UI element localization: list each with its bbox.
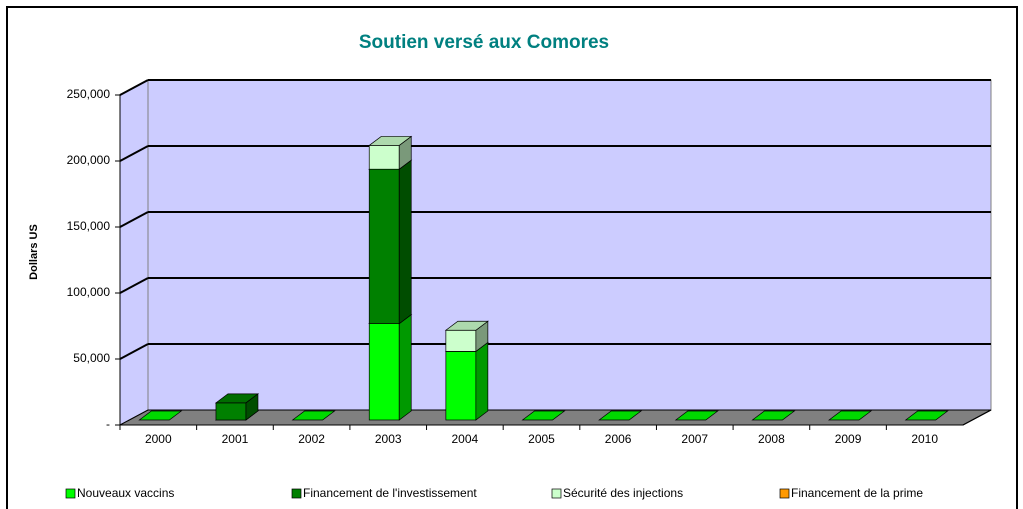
x-tick-label: 2000 xyxy=(145,432,172,446)
grid-line-side xyxy=(119,343,149,360)
legend-swatch xyxy=(779,488,790,499)
bar-side xyxy=(398,313,412,421)
bar-top xyxy=(751,410,796,421)
side-wall xyxy=(119,79,149,426)
grid-line-side xyxy=(119,79,149,96)
bar-top xyxy=(674,410,719,421)
bar-front xyxy=(368,323,400,421)
x-tick-label: 2010 xyxy=(911,432,938,446)
grid-line-side xyxy=(119,145,149,162)
x-axis-depth xyxy=(962,409,992,426)
x-tick-label: 2002 xyxy=(298,432,325,446)
bar-side xyxy=(398,159,412,325)
legend-label: Financement de la prime xyxy=(791,486,923,500)
x-tick-label: 2006 xyxy=(605,432,632,446)
legend-label: Sécurité des injections xyxy=(563,486,683,500)
x-tick-label: 2005 xyxy=(528,432,555,446)
grid-line-side xyxy=(119,211,149,228)
y-tick-label: 200,000 xyxy=(67,153,111,167)
legend-swatch xyxy=(65,488,76,499)
y-tick-label: 150,000 xyxy=(67,219,111,233)
legend-swatch xyxy=(291,488,302,499)
bar-front xyxy=(445,351,477,421)
bar-top xyxy=(521,410,566,421)
bar-side xyxy=(475,341,489,421)
bar-front xyxy=(445,329,477,352)
bar-top xyxy=(904,410,949,421)
y-tick-label: - xyxy=(106,417,110,431)
y-tick-label: 100,000 xyxy=(67,285,111,299)
x-tick-label: 2009 xyxy=(835,432,862,446)
bar-front xyxy=(368,145,400,170)
y-axis-label: Dollars US xyxy=(28,224,40,280)
bar-top xyxy=(368,136,413,146)
bar-front xyxy=(368,168,400,324)
legend-label: Nouveaux vaccins xyxy=(77,486,174,500)
x-tick-label: 2007 xyxy=(681,432,708,446)
legend-label: Financement de l'investissement xyxy=(303,486,477,500)
bar-top xyxy=(138,410,183,421)
y-tick-label: 50,000 xyxy=(73,351,110,365)
grid-line-side xyxy=(119,277,149,294)
y-tick-label: 250,000 xyxy=(67,87,111,101)
bar-top xyxy=(444,320,489,331)
x-tick-label: 2003 xyxy=(375,432,402,446)
bar-top xyxy=(827,410,873,421)
x-tick-label: 2008 xyxy=(758,432,785,446)
chart-title: Soutien versé aux Comores xyxy=(359,32,609,53)
bar-top xyxy=(291,410,336,421)
bar-top xyxy=(598,410,643,421)
legend-swatch xyxy=(551,488,562,499)
x-tick-label: 2001 xyxy=(222,432,249,446)
back-wall xyxy=(147,79,992,411)
bar-top xyxy=(214,393,260,404)
bar-front xyxy=(215,402,247,421)
x-tick-label: 2004 xyxy=(452,432,479,446)
